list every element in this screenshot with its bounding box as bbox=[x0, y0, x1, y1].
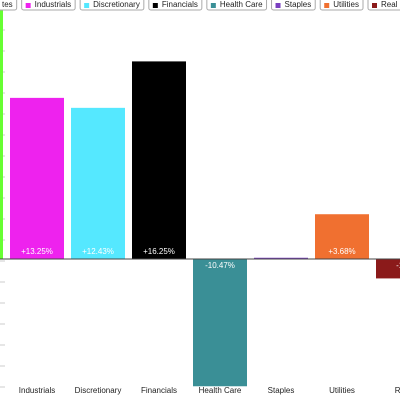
legend-item-box bbox=[271, 0, 316, 11]
x-tick-label: Staples bbox=[268, 386, 295, 395]
legend-label: Staples bbox=[285, 0, 312, 9]
legend-swatch bbox=[25, 3, 31, 8]
bar bbox=[132, 61, 186, 259]
legend-label: tes bbox=[2, 0, 13, 9]
legend-label: Industrials bbox=[35, 0, 71, 9]
x-tick-label: Health Care bbox=[199, 386, 242, 395]
x-tick-label: Discretionary bbox=[75, 386, 122, 395]
legend-item-box bbox=[319, 0, 364, 11]
bar bbox=[376, 258, 400, 279]
x-tick-label: Real bbox=[395, 386, 400, 395]
bar bbox=[0, 9, 3, 259]
legend-swatch bbox=[210, 3, 216, 8]
legend-swatch bbox=[275, 3, 281, 8]
legend-label: Financials bbox=[162, 0, 198, 9]
legend-item-box bbox=[206, 0, 268, 11]
legend-item-box bbox=[79, 0, 145, 11]
x-tick-label: Industrials bbox=[19, 386, 55, 395]
bar bbox=[10, 97, 64, 259]
legend-label: Health Care bbox=[220, 0, 263, 9]
legend-item-box bbox=[0, 0, 18, 11]
legend-swatch bbox=[324, 3, 330, 8]
legend-item-box bbox=[21, 0, 76, 11]
bar bbox=[193, 258, 247, 387]
legend-swatch bbox=[372, 3, 377, 8]
legend-swatch bbox=[152, 3, 158, 8]
legend-swatch bbox=[84, 3, 90, 8]
bar bbox=[71, 107, 125, 259]
legend-label: Utilities bbox=[333, 0, 359, 9]
bar bbox=[315, 214, 369, 259]
legend-label: Real Estate bbox=[381, 0, 400, 9]
value-label: +12.43% bbox=[82, 247, 114, 256]
value-label: +16.25% bbox=[143, 247, 175, 256]
value-label: +13.25% bbox=[21, 247, 53, 256]
legend-label: Discretionary bbox=[93, 0, 140, 9]
x-tick-label: Utilities bbox=[329, 386, 355, 395]
legend-item-box bbox=[148, 0, 203, 11]
bar bbox=[254, 257, 308, 259]
value-label: -10.47% bbox=[205, 261, 235, 270]
value-label: -1.6 bbox=[396, 261, 400, 270]
x-tick-label: Financials bbox=[141, 386, 177, 395]
value-label: +3.68% bbox=[328, 247, 355, 256]
